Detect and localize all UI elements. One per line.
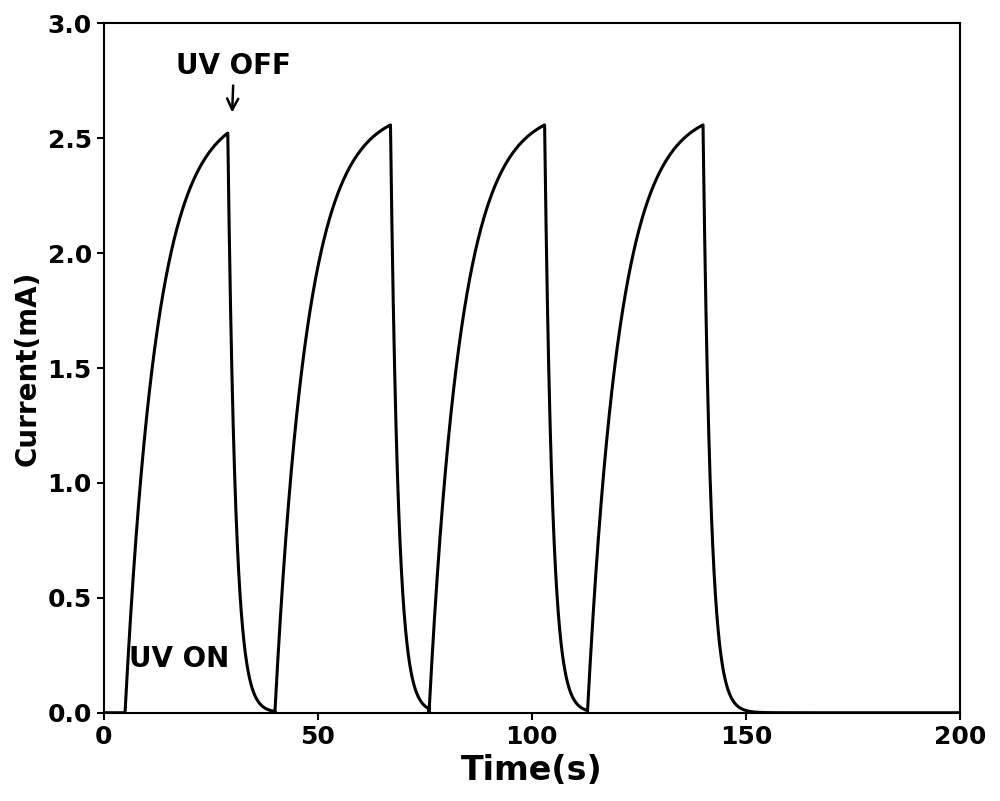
Text: UV OFF: UV OFF — [176, 52, 291, 110]
X-axis label: Time(s): Time(s) — [461, 754, 603, 787]
Y-axis label: Current(mA): Current(mA) — [14, 271, 42, 465]
Text: UV ON: UV ON — [129, 645, 230, 673]
